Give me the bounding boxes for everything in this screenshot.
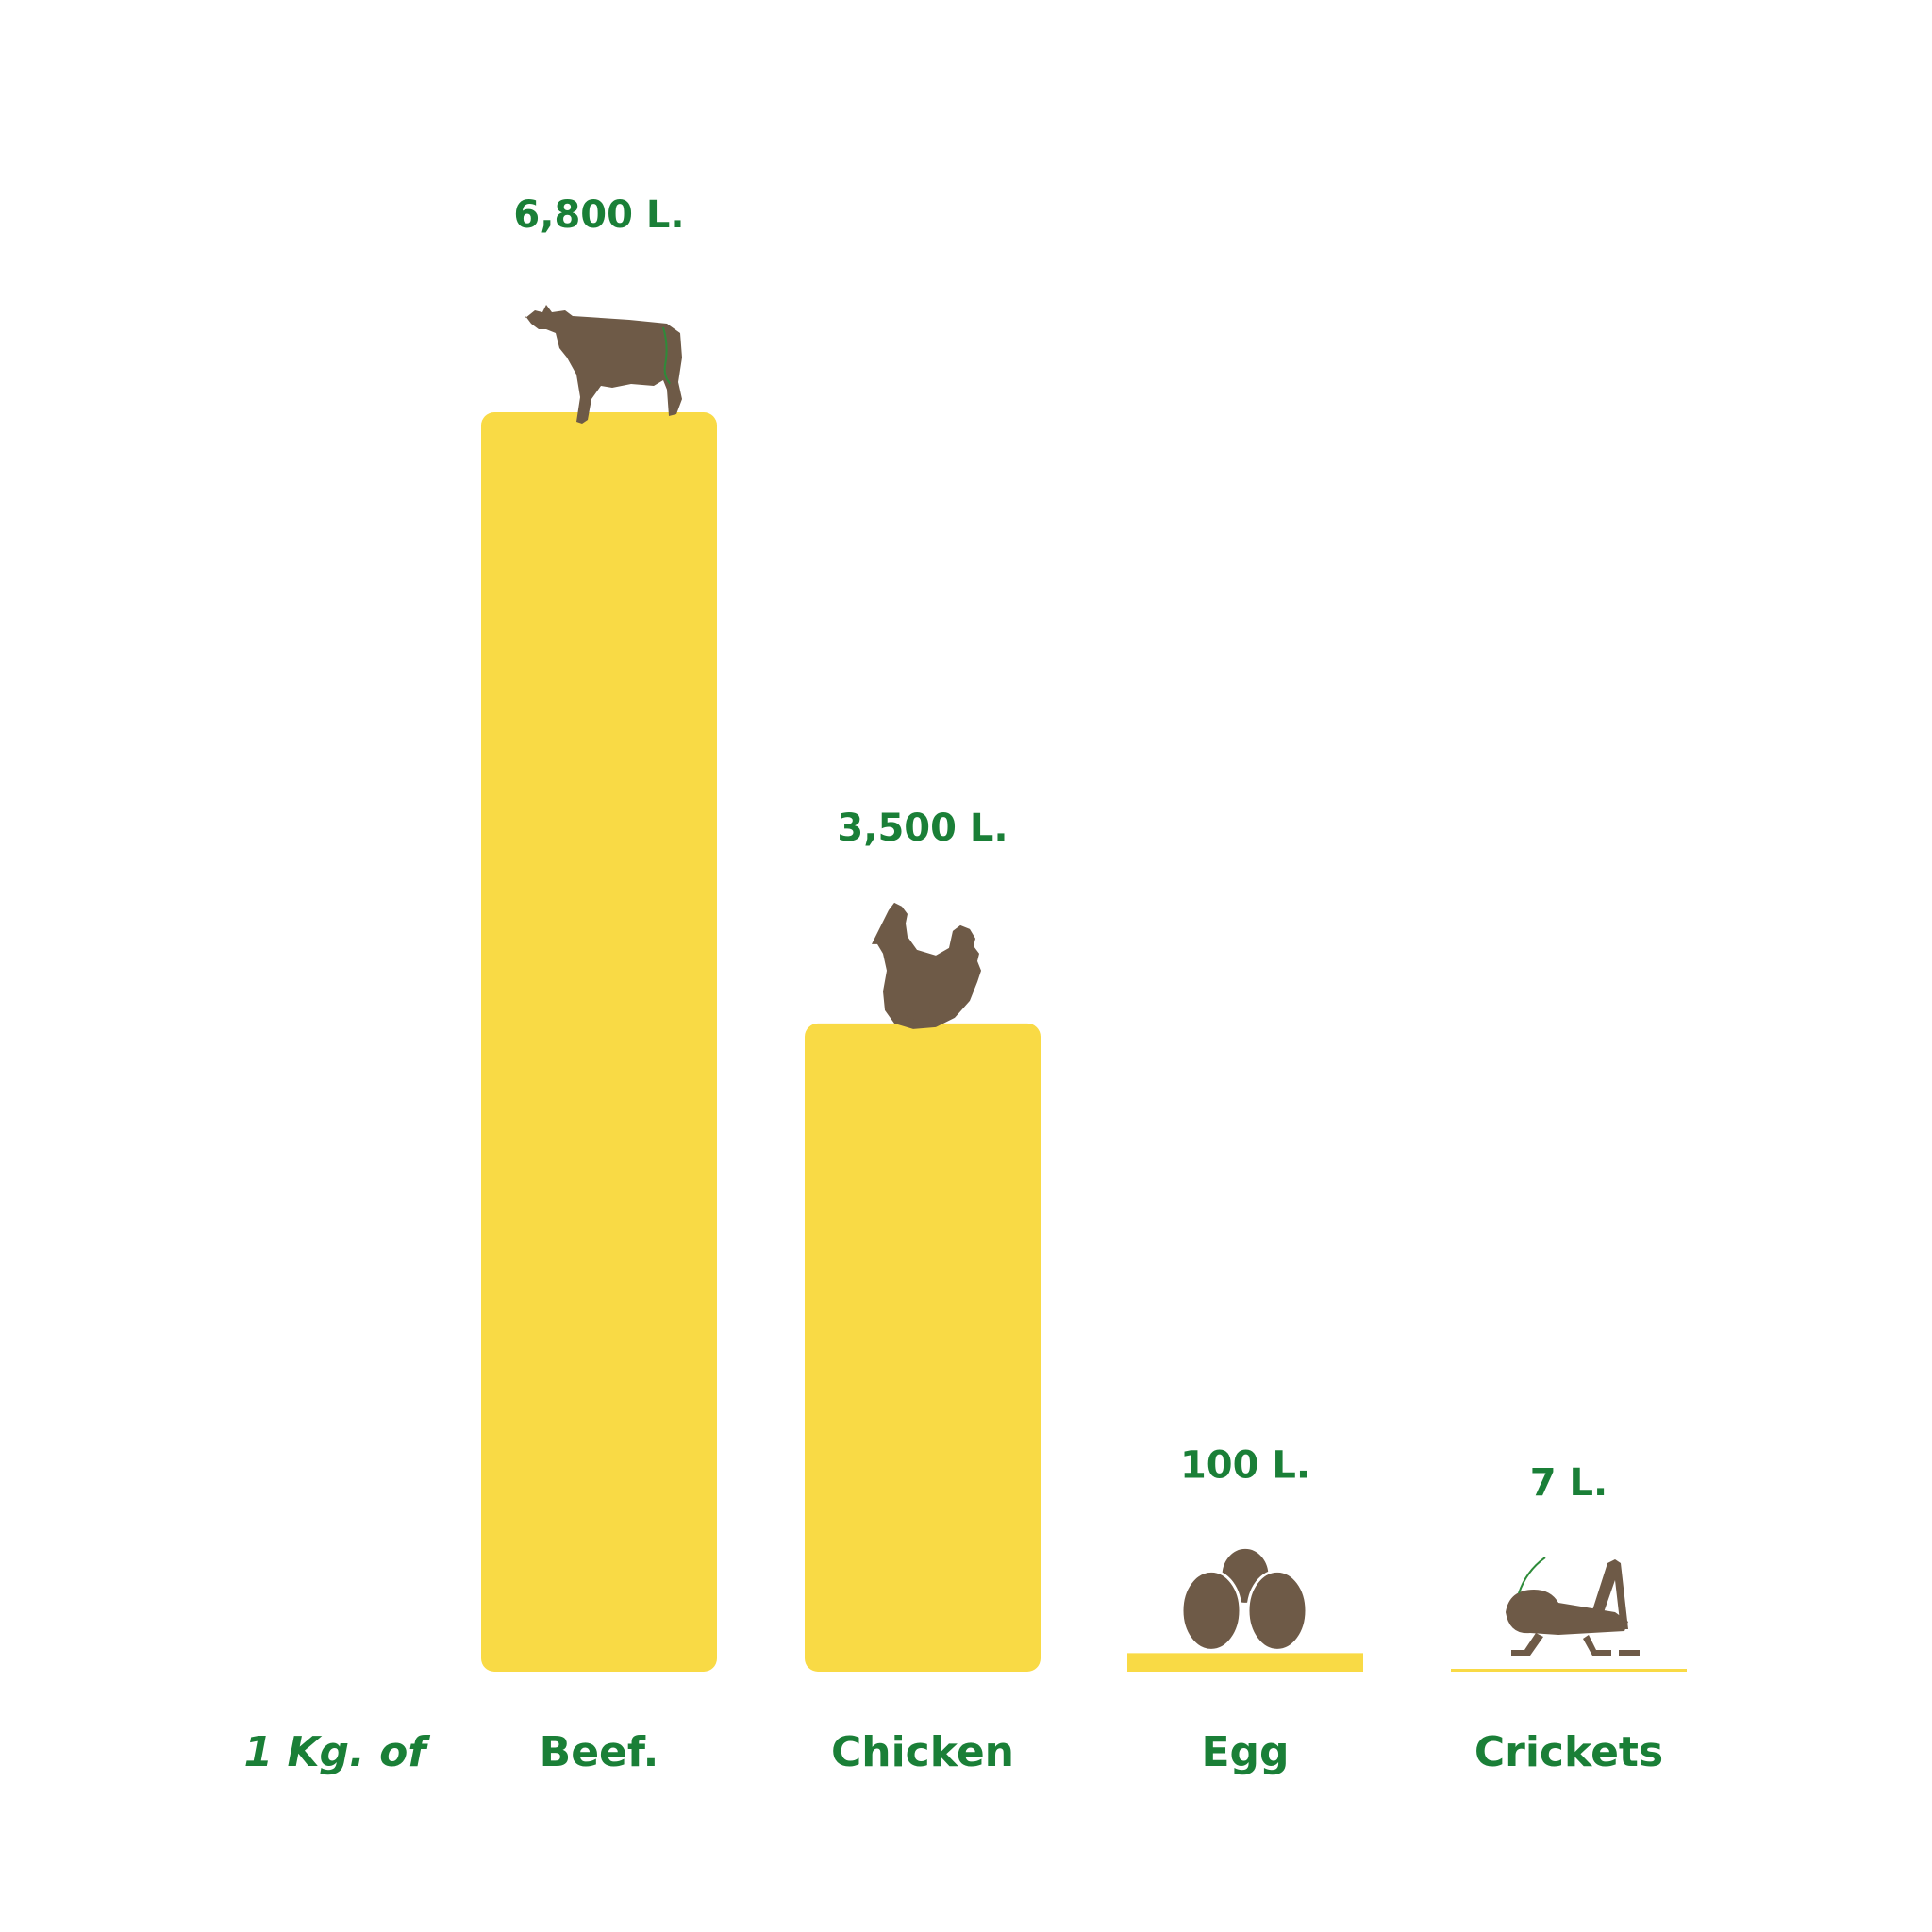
chicken-icon <box>872 902 981 1029</box>
cricket-legs <box>1511 1633 1640 1656</box>
cow-tail-tuft <box>667 382 678 397</box>
category-labels-layer: Beef. Chicken Egg Crickets <box>540 1728 1663 1776</box>
category-label: Chicken <box>831 1728 1014 1776</box>
value-label: 100 L. <box>1180 1443 1310 1487</box>
cow-icon-shape <box>525 305 682 424</box>
category-label: Egg <box>1201 1728 1289 1776</box>
bar-beef <box>481 412 717 1672</box>
icons-layer <box>525 305 1640 1656</box>
value-label: 7 L. <box>1530 1461 1607 1505</box>
egg-right <box>1246 1569 1308 1652</box>
bar-chicken <box>805 1023 1041 1672</box>
value-labels-layer: 6,800 L. 3,500 L. 100 L. 7 L. <box>513 193 1607 1505</box>
cow-tail-accent <box>662 326 674 387</box>
bar-crickets <box>1451 1669 1687 1672</box>
cricket-antenna <box>1518 1557 1546 1594</box>
value-label: 6,800 L. <box>513 193 684 237</box>
cricket-body <box>1506 1590 1628 1635</box>
chicken-icon-shape <box>872 902 981 1029</box>
eggs-icon <box>1180 1545 1308 1652</box>
cricket-hind-leg <box>1592 1559 1628 1629</box>
value-label: 3,500 L. <box>837 807 1008 850</box>
chicken-legs <box>902 1000 940 1024</box>
cow-icon <box>525 305 682 424</box>
prefix-label: 1 Kg. of <box>244 1728 431 1776</box>
category-label: Crickets <box>1474 1728 1663 1776</box>
bar-egg <box>1127 1653 1363 1672</box>
cricket-icon <box>1506 1557 1640 1656</box>
category-label: Beef. <box>540 1728 659 1776</box>
bars-layer <box>481 412 1687 1672</box>
egg-left <box>1180 1569 1242 1652</box>
